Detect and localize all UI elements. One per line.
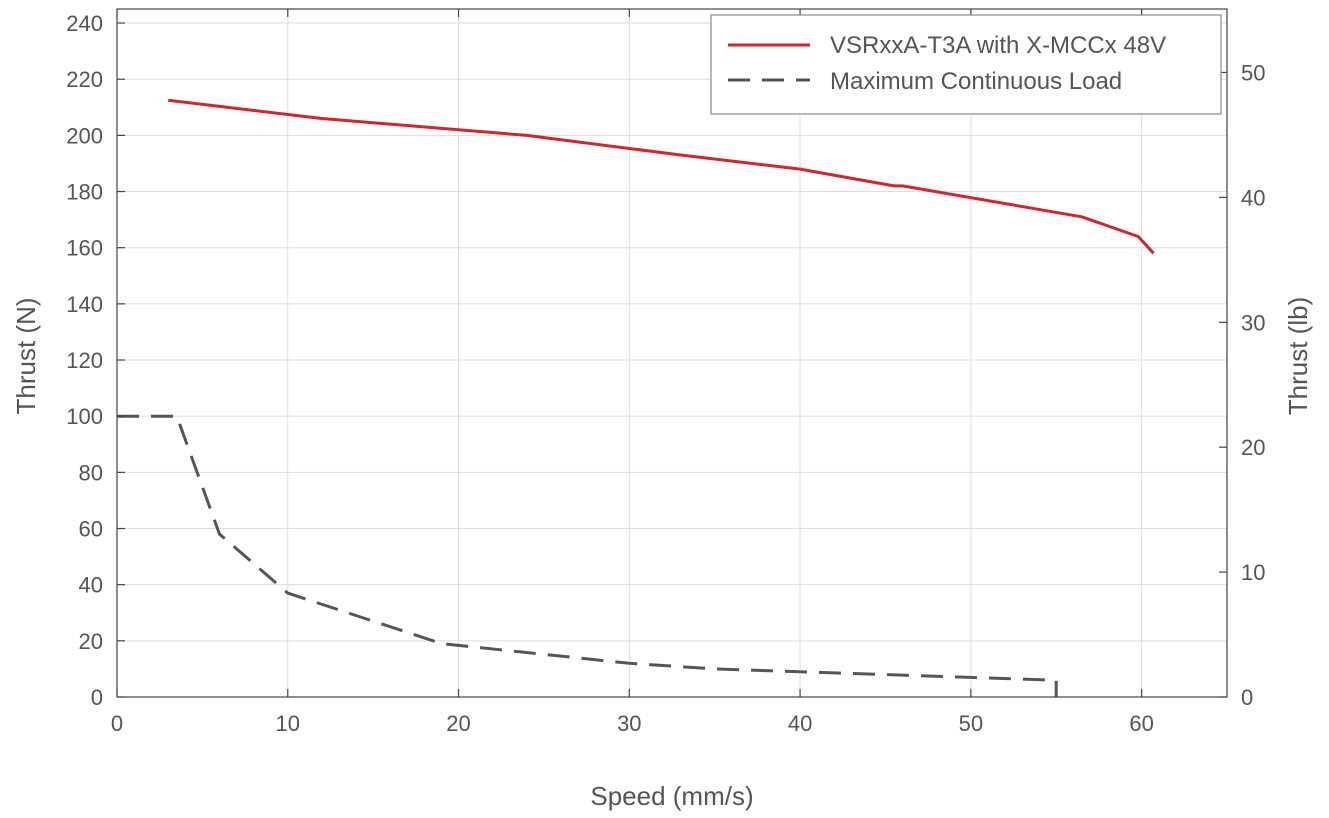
legend-box	[710, 14, 1222, 115]
y-tick-label: 20	[79, 629, 103, 654]
tick-labels: 0 10 20 30 40 50 60020406080100120140160180200…	[66, 9, 1265, 736]
y-tick-label: 160	[66, 236, 103, 261]
y-right-tick-label: 10	[1241, 560, 1265, 585]
y-tick-label: 240	[66, 11, 103, 36]
y-tick-label: 80	[79, 460, 103, 485]
y-right-tick-label: 20	[1241, 435, 1265, 460]
y-axis-title-right: Thrust (lb)	[1283, 297, 1313, 415]
y-right-tick-label: 30	[1241, 310, 1265, 335]
legend-label-series-1: VSRxxA-T3A with X-MCCx 48V	[830, 32, 1166, 59]
y-tick-label: 60	[79, 517, 103, 542]
y-tick-label: 0	[91, 685, 103, 710]
series-lines	[117, 98, 1155, 697]
x-tick-label: 30	[617, 711, 641, 736]
series-line-2	[117, 414, 1058, 697]
plot-frame	[116, 8, 1228, 698]
y-right-tick-label: 50	[1241, 60, 1265, 85]
y-tick-label: 100	[66, 404, 103, 429]
y-tick-label: 200	[66, 123, 103, 148]
y-tick-label: 40	[79, 573, 103, 598]
y-right-tick-label: 0	[1241, 685, 1253, 710]
legend: VSRxxA-T3A with X-MCCx 48V Maximum Conti…	[710, 14, 1222, 115]
series-line-1	[168, 98, 1155, 255]
x-axis-title: Speed (mm/s)	[590, 781, 753, 811]
x-tick-label: 40	[788, 711, 812, 736]
y-tick-label: 220	[66, 67, 103, 92]
y-axis-title-left: Thrust (N)	[11, 298, 41, 415]
x-tick-label: 20	[446, 711, 470, 736]
y-right-tick-label: 40	[1241, 185, 1265, 210]
y-tick-label: 180	[66, 180, 103, 205]
x-tick-label: 0	[111, 711, 123, 736]
y-tick-label: 140	[66, 292, 103, 317]
x-tick-label: 50	[959, 711, 983, 736]
legend-label-series-2: Maximum Continuous Load	[830, 68, 1122, 95]
x-tick-label: 10	[276, 711, 300, 736]
grid-lines	[116, 9, 1227, 698]
y-tick-label: 120	[66, 348, 103, 373]
x-tick-label: 60	[1129, 711, 1153, 736]
